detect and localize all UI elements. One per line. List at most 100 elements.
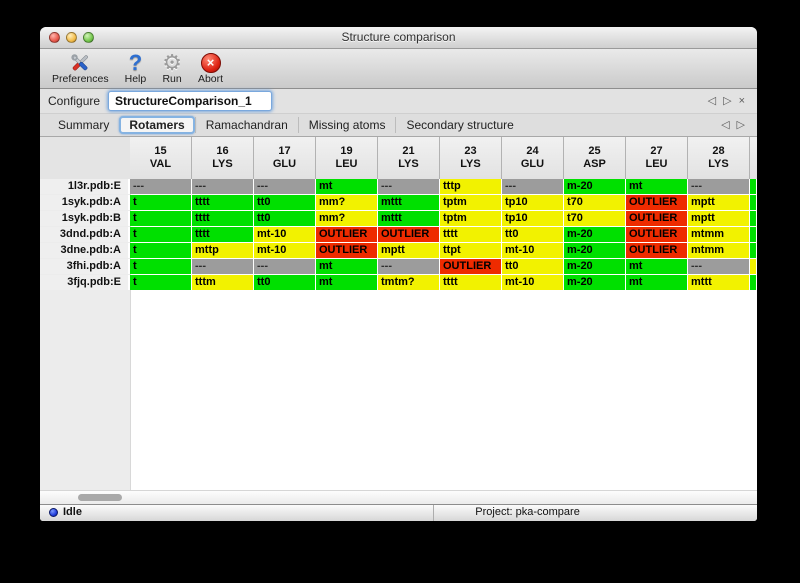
column-header[interactable]: 19 LEU (316, 137, 378, 179)
column-header[interactable]: 24 GLU (502, 137, 564, 179)
horizontal-scrollbar-thumb[interactable] (78, 494, 122, 501)
rotamer-cell[interactable]: mm? (316, 211, 378, 226)
tab-summary[interactable]: Summary (58, 118, 110, 132)
rotamer-cell[interactable]: OUTLIER (378, 227, 440, 242)
column-header[interactable]: 23 LYS (440, 137, 502, 179)
row-label[interactable]: 1syk.pdb:B (40, 211, 130, 226)
configure-name-input[interactable] (108, 91, 273, 111)
rotamer-cell[interactable]: mt-10 (502, 275, 564, 290)
rotamer-cell[interactable]: t (130, 275, 192, 290)
rotamer-cell[interactable]: mt (626, 275, 688, 290)
rotamer-cell[interactable]: ttpt (440, 243, 502, 258)
rotamer-cell[interactable]: tttt (440, 227, 502, 242)
column-header[interactable]: 15 VAL (130, 137, 192, 179)
row-label[interactable]: 3fjq.pdb:E (40, 275, 130, 290)
rotamer-cell[interactable]: m-20 (564, 243, 626, 258)
close-config-icon[interactable]: × (738, 95, 745, 107)
preferences-button[interactable]: Preferences (52, 51, 109, 85)
column-header[interactable]: 21 LYS (378, 137, 440, 179)
rotamer-cell[interactable]: mptt (688, 211, 750, 226)
rotamer-cell[interactable]: mt-10 (254, 243, 316, 258)
rotamer-cell[interactable]: tmtm? (378, 275, 440, 290)
rotamer-cell[interactable]: OUTLIER (626, 211, 688, 226)
rotamer-cell[interactable]: tttt (192, 195, 254, 210)
row-label[interactable]: 3fhi.pdb:A (40, 259, 130, 274)
rotamer-cell[interactable]: mttt (378, 211, 440, 226)
column-header[interactable]: 27 LEU (626, 137, 688, 179)
rotamer-cell[interactable]: --- (688, 259, 750, 274)
column-header[interactable]: 28 LYS (688, 137, 750, 179)
column-header[interactable]: 17 GLU (254, 137, 316, 179)
rotamer-cell[interactable]: tt0 (254, 211, 316, 226)
rotamer-cell[interactable]: OUTLIER (626, 195, 688, 210)
rotamer-cell[interactable]: tt0 (502, 259, 564, 274)
rotamer-cell[interactable]: tt0 (254, 275, 316, 290)
rotamer-cell[interactable]: mt (316, 259, 378, 274)
scroll-tabs-right-icon[interactable]: ▷ (736, 119, 745, 131)
rotamer-cell[interactable]: OUTLIER (316, 243, 378, 258)
rotamer-cell[interactable]: m-20 (564, 179, 626, 194)
help-button[interactable]: ? Help (125, 51, 147, 85)
rotamer-cell[interactable]: mm? (316, 195, 378, 210)
run-button[interactable]: ⚙ Run (162, 51, 182, 85)
rotamer-cell[interactable]: --- (254, 179, 316, 194)
rotamer-cell[interactable]: m-20 (564, 227, 626, 242)
rotamer-cell[interactable]: t70 (564, 195, 626, 210)
rotamer-cell[interactable]: mt-10 (502, 243, 564, 258)
rotamer-cell[interactable]: tttt (192, 211, 254, 226)
horizontal-scrollbar[interactable] (40, 490, 757, 504)
rotamer-cell[interactable]: t (130, 195, 192, 210)
rotamer-cell[interactable]: --- (192, 179, 254, 194)
rotamer-cell[interactable]: OUTLIER (626, 227, 688, 242)
rotamer-cell[interactable]: --- (502, 179, 564, 194)
rotamer-cell[interactable]: mt (316, 179, 378, 194)
rotamer-cell[interactable]: tttm (192, 275, 254, 290)
tab-secondary-structure[interactable]: Secondary structure (395, 117, 523, 133)
prev-config-icon[interactable]: ◁ (707, 95, 717, 107)
close-window-button[interactable] (49, 32, 60, 43)
rotamer-cell[interactable]: OUTLIER (440, 259, 502, 274)
rotamer-cell[interactable]: mttp (192, 243, 254, 258)
column-header[interactable]: 25 ASP (564, 137, 626, 179)
rotamer-cell[interactable]: --- (378, 179, 440, 194)
rotamer-cell[interactable]: tttt (440, 275, 502, 290)
rotamer-cell[interactable]: mt (626, 259, 688, 274)
row-label[interactable]: 1syk.pdb:A (40, 195, 130, 210)
rotamer-cell[interactable]: tt0 (254, 195, 316, 210)
rotamer-cell[interactable]: --- (130, 179, 192, 194)
rotamer-cell[interactable]: t (130, 259, 192, 274)
rotamer-cell[interactable]: --- (192, 259, 254, 274)
rotamer-cell[interactable]: tt0 (502, 227, 564, 242)
tab-missing-atoms[interactable]: Missing atoms (297, 117, 396, 133)
rotamer-cell[interactable]: mttt (378, 195, 440, 210)
rotamer-cell[interactable]: --- (254, 259, 316, 274)
rotamer-cell[interactable]: t (130, 243, 192, 258)
rotamer-cell[interactable]: t (130, 211, 192, 226)
rotamer-cell[interactable]: tptm (440, 211, 502, 226)
minimize-window-button[interactable] (66, 32, 77, 43)
rotamer-cell[interactable]: --- (378, 259, 440, 274)
row-label[interactable]: 3dnd.pdb:A (40, 227, 130, 242)
rotamer-cell[interactable]: mtmm (688, 227, 750, 242)
next-config-icon[interactable]: ▷ (723, 95, 732, 107)
rotamer-cell[interactable]: mttt (688, 275, 750, 290)
rotamer-cell[interactable]: t70 (564, 211, 626, 226)
rotamer-cell[interactable]: mt (626, 179, 688, 194)
rotamer-cell[interactable]: mptt (378, 243, 440, 258)
tab-ramachandran[interactable]: Ramachandran (194, 117, 298, 133)
zoom-window-button[interactable] (83, 32, 94, 43)
scroll-tabs-left-icon[interactable]: ◁ (721, 119, 730, 131)
rotamer-cell[interactable]: t (130, 227, 192, 242)
rotamer-cell[interactable]: mptt (688, 195, 750, 210)
rotamer-cell[interactable]: m-20 (564, 259, 626, 274)
rotamer-cell[interactable]: tttp (440, 179, 502, 194)
rotamer-cell[interactable]: mt (316, 275, 378, 290)
row-label[interactable]: 3dne.pdb:A (40, 243, 130, 258)
rotamer-cell[interactable]: tptm (440, 195, 502, 210)
rotamer-cell[interactable]: tp10 (502, 211, 564, 226)
rotamer-cell[interactable]: mtmm (688, 243, 750, 258)
tab-rotamers[interactable]: Rotamers (119, 116, 195, 134)
row-label[interactable]: 1l3r.pdb:E (40, 179, 130, 194)
title-bar[interactable]: Structure comparison (40, 27, 757, 49)
abort-button[interactable]: × Abort (198, 51, 223, 85)
